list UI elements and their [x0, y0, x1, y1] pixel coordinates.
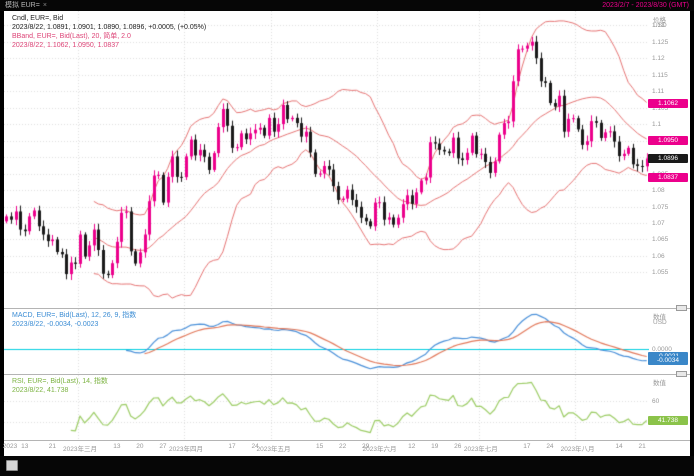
- bottom-bar: [0, 456, 694, 476]
- price-legend: Cndl, EUR=, Bid 2023/8/22, 1.0891, 1.090…: [12, 14, 206, 50]
- price-badge: -0.0034: [648, 356, 688, 366]
- x-axis-label: 2023年八月: [560, 446, 595, 453]
- macd-legend-line: MACD, EUR=, Bid(Last), 12, 26, 9, 指数: [12, 312, 137, 319]
- rsi-values-line: 2023/8/22, 41.738: [12, 387, 69, 394]
- x-axis-label: 24: [546, 443, 554, 450]
- axis-tick-label: 1.125: [652, 38, 669, 46]
- x-axis-label: 2023年七月: [463, 446, 498, 453]
- x-axis-label: 2023年三月: [63, 446, 97, 453]
- price-badge: 41.738: [648, 415, 688, 425]
- price-badge: 1.0896: [648, 153, 688, 163]
- axis-tick-label: 60: [652, 397, 660, 405]
- panel-divider[interactable]: [4, 374, 690, 375]
- window-title: 模拟 EUR=: [5, 2, 40, 9]
- x-axis-label: 27: [159, 443, 167, 450]
- axis-tick-label: 1.12: [652, 55, 665, 63]
- x-axis-label: 19: [431, 443, 439, 450]
- rsi-axis-title: 数值: [653, 380, 666, 387]
- x-axis-label: 17: [523, 443, 531, 450]
- axis-tick-label: 1.055: [652, 269, 669, 277]
- macd-chart-canvas[interactable]: [4, 309, 649, 374]
- price-axis-unit: USD: [653, 22, 667, 29]
- rsi-chart-canvas[interactable]: [4, 375, 649, 440]
- macd-axis-title: 数值: [653, 314, 666, 321]
- x-axis-label: 22: [339, 443, 347, 450]
- x-axis-label: 14: [615, 443, 623, 450]
- macd-legend: MACD, EUR=, Bid(Last), 12, 26, 9, 指数 202…: [12, 311, 136, 329]
- axis-tick-label: 1.13: [652, 22, 665, 30]
- x-axis-label: 13: [113, 443, 121, 450]
- x-axis-label: 20: [136, 443, 144, 450]
- panel-divider[interactable]: [4, 308, 690, 309]
- close-icon[interactable]: ×: [42, 2, 47, 9]
- price-badge: 1.0950: [648, 136, 688, 146]
- panel-resize-handle[interactable]: [676, 305, 687, 311]
- x-axis-label: 26: [454, 443, 462, 450]
- bband-legend-line: BBand, EUR=, Bid(Last), 20, 简单, 2.0: [12, 33, 131, 40]
- axis-tick-label: 1.115: [652, 71, 668, 79]
- x-axis-label: 21: [48, 443, 56, 450]
- axis-tick-label: 1.075: [652, 203, 669, 211]
- axis-tick-label: 1.065: [652, 236, 669, 244]
- axis-tick-label: 1.11: [652, 88, 665, 96]
- toolbar-button[interactable]: [6, 460, 18, 471]
- x-axis-label: 2023年五月: [256, 446, 291, 453]
- price-badge: 1.0837: [648, 173, 688, 183]
- x-axis-label: 15: [315, 443, 324, 450]
- axis-tick-label: 1.1: [652, 121, 662, 129]
- axis-tick-label: 0.0000: [652, 345, 672, 353]
- x-axis-label: 17: [228, 443, 236, 450]
- bband-values-line: 2023/8/22, 1.1062, 1.0950, 1.0837: [12, 42, 120, 49]
- x-axis-label: 2023年四月: [168, 446, 203, 453]
- date-range-label: 2023/2/7 - 2023/8/30 (GMT): [602, 2, 689, 9]
- panel-divider[interactable]: [4, 440, 690, 441]
- axis-tick-label: 1.07: [652, 219, 665, 227]
- x-axis-label: 29: [362, 443, 370, 450]
- price-badge: 1.1062: [648, 99, 688, 109]
- rsi-legend: RSI, EUR=, Bid(Last), 14, 指数 2023/8/22, …: [12, 377, 108, 395]
- axis-tick-label: 1.105: [652, 104, 669, 112]
- candle-ohlc-line: 2023/8/22, 1.0891, 1.0901, 1.0890, 1.089…: [12, 24, 207, 31]
- x-axis-label: 2023: [2, 443, 18, 450]
- macd-axis-unit: USD: [653, 319, 667, 326]
- price-badge: -0.0021: [648, 351, 688, 361]
- candle-legend-line: Cndl, EUR=, Bid: [12, 15, 64, 22]
- x-axis-label: 2023年六月: [362, 446, 397, 453]
- x-axis-label: 24: [251, 443, 259, 450]
- axis-tick-label: 1.08: [652, 187, 665, 195]
- rsi-legend-line: RSI, EUR=, Bid(Last), 14, 指数: [12, 378, 108, 385]
- price-axis-title: 价格: [653, 17, 666, 24]
- x-axis-label: 12: [408, 443, 416, 450]
- x-axis-label: 21: [638, 443, 646, 450]
- axis-tick-label: 1.06: [652, 252, 665, 260]
- x-axis-label: 13: [21, 443, 29, 450]
- title-bar: 模拟 EUR= × 2023/2/7 - 2023/8/30 (GMT): [0, 0, 694, 11]
- price-chart-canvas[interactable]: [4, 11, 649, 308]
- macd-values-line: 2023/8/22, -0.0034, -0.0023: [12, 321, 99, 328]
- panel-resize-handle[interactable]: [676, 371, 687, 377]
